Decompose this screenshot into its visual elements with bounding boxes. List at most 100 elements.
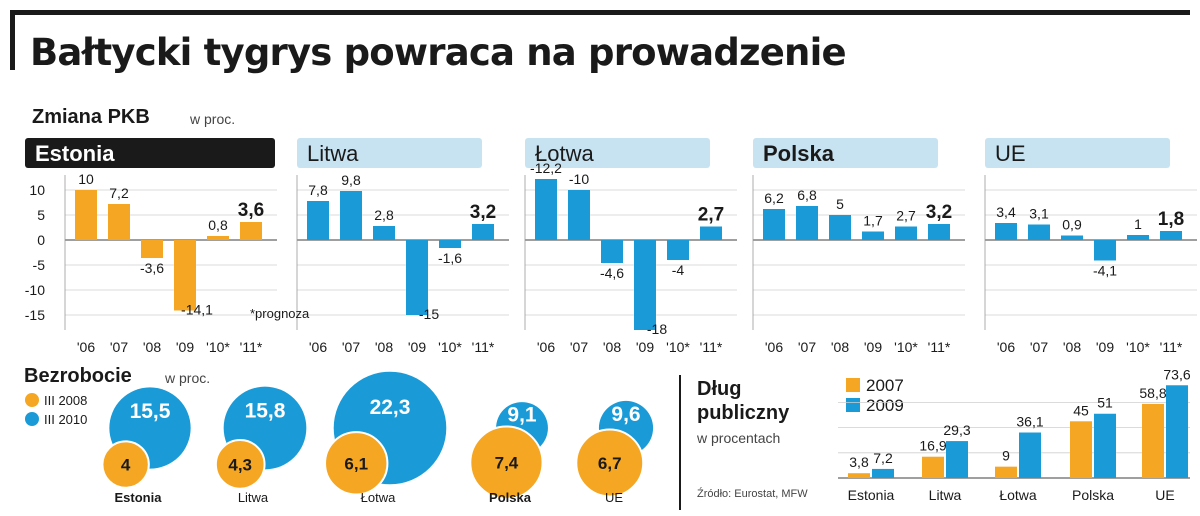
gdp-data-label: -3,6	[140, 260, 164, 276]
unemployment-country-label: Litwa	[238, 490, 269, 505]
gdp-data-label: 0,9	[1062, 217, 1082, 233]
gdp-data-label: -4,6	[600, 265, 624, 281]
gdp-x-label: '10*	[666, 339, 690, 355]
gdp-y-tick: 5	[37, 207, 45, 223]
gdp-data-label: 2,7	[896, 208, 916, 224]
gdp-x-label: '06	[309, 339, 327, 355]
gdp-bar	[763, 209, 785, 240]
gdp-x-label: '11*	[240, 339, 263, 355]
unemployment-value-2008: 7,4	[495, 454, 519, 473]
debt-legend-label: 2007	[866, 376, 904, 395]
gdp-x-label: '07	[570, 339, 588, 355]
debt-x-label: UE	[1155, 487, 1174, 503]
unemployment-legend-swatch	[25, 393, 39, 407]
gdp-x-label: '06	[537, 339, 555, 355]
gdp-x-label: '10*	[1126, 339, 1150, 355]
gdp-panel-name: Litwa	[307, 141, 359, 166]
gdp-bar	[373, 226, 395, 240]
gdp-x-label: '09	[1096, 339, 1114, 355]
unemployment-value-2010: 15,8	[245, 400, 286, 423]
gdp-panel-name: UE	[995, 141, 1026, 166]
debt-title-line2: publiczny	[697, 402, 790, 424]
unemployment-bubble-2008	[214, 439, 266, 490]
gdp-data-label: -1,6	[438, 250, 462, 266]
debt-data-label: 3,8	[849, 454, 869, 470]
gdp-x-label: '10*	[206, 339, 230, 355]
unemployment-country-label: Łotwa	[361, 490, 396, 505]
gdp-panel-header	[753, 138, 938, 168]
gdp-bar	[601, 240, 623, 263]
gdp-x-label: '06	[997, 339, 1015, 355]
debt-legend-swatch	[846, 398, 860, 412]
gdp-bar	[862, 231, 884, 240]
unemployment-unit: w proc.	[165, 370, 211, 386]
gdp-bar	[634, 240, 656, 330]
gdp-bar	[928, 224, 950, 240]
gdp-bar	[1127, 235, 1149, 240]
source-note: Źródło: Eurostat, MFW	[697, 488, 808, 500]
gdp-bar	[472, 224, 494, 240]
gdp-x-label: '08	[143, 339, 161, 355]
unemployment-value-2010: 22,3	[370, 396, 411, 419]
unemployment-bubble-2008	[324, 431, 389, 496]
gdp-data-label: 3,2	[470, 202, 496, 223]
gdp-x-label: '07	[1030, 339, 1048, 355]
gdp-data-label: -12,2	[530, 160, 562, 176]
gdp-data-label: 6,8	[797, 187, 817, 203]
gdp-x-label: '08	[831, 339, 849, 355]
gdp-x-label: '07	[342, 339, 360, 355]
gdp-data-label: 3,1	[1029, 206, 1049, 222]
gdp-data-label: 3,6	[238, 200, 264, 221]
gdp-y-tick: -15	[25, 307, 45, 323]
gdp-y-tick: 0	[37, 232, 45, 248]
gdp-bar	[141, 240, 163, 258]
gdp-title: Zmiana PKB	[32, 106, 150, 128]
debt-bar	[848, 473, 870, 478]
debt-bar	[1142, 403, 1164, 478]
unemployment-bubble-2008	[101, 440, 150, 489]
gdp-bar	[895, 226, 917, 240]
debt-x-label: Łotwa	[999, 487, 1037, 503]
gdp-bar	[75, 190, 97, 240]
gdp-x-label: '09	[408, 339, 426, 355]
gdp-bar	[1061, 235, 1083, 240]
gdp-bar	[340, 191, 362, 240]
unemployment-value-2008: 4	[121, 456, 131, 475]
gdp-bar	[667, 240, 689, 260]
gdp-y-tick: -10	[25, 282, 45, 298]
gdp-panel-name: Polska	[763, 141, 835, 166]
gdp-data-label: 2,8	[374, 207, 394, 223]
debt-bar	[922, 456, 944, 478]
gdp-panel-header	[25, 138, 275, 168]
debt-data-label: 9	[1002, 448, 1010, 464]
unemployment-value-2008: 6,1	[344, 454, 368, 473]
gdp-bar	[240, 222, 262, 240]
gdp-x-label: '11*	[472, 339, 495, 355]
gdp-panel-header	[297, 138, 482, 168]
gdp-bar	[535, 179, 557, 240]
debt-x-label: Estonia	[848, 487, 895, 503]
unemployment-legend-swatch	[25, 412, 39, 426]
gdp-bar	[700, 226, 722, 240]
gdp-data-label: 3,2	[926, 202, 952, 223]
unemployment-country-label: Polska	[489, 490, 532, 505]
debt-data-label: 29,3	[943, 422, 970, 438]
debt-x-label: Litwa	[929, 487, 962, 503]
gdp-y-tick: 10	[29, 182, 45, 198]
gdp-bar	[307, 201, 329, 240]
gdp-panel-name: Estonia	[35, 141, 115, 166]
top-rule	[10, 10, 1190, 15]
gdp-bar	[1028, 224, 1050, 240]
debt-title-line1: Dług	[697, 378, 742, 400]
gdp-bar	[439, 240, 461, 248]
debt-legend-swatch	[846, 378, 860, 392]
gdp-bar	[108, 204, 130, 240]
gdp-bar	[174, 240, 196, 311]
debt-unit: w procentach	[697, 430, 781, 446]
unemployment-value-2008: 4,3	[228, 455, 252, 474]
gdp-data-label: 1	[1134, 216, 1142, 232]
gdp-x-label: '08	[1063, 339, 1081, 355]
gdp-y-tick: -5	[33, 257, 46, 273]
gdp-data-label: -4	[672, 262, 685, 278]
